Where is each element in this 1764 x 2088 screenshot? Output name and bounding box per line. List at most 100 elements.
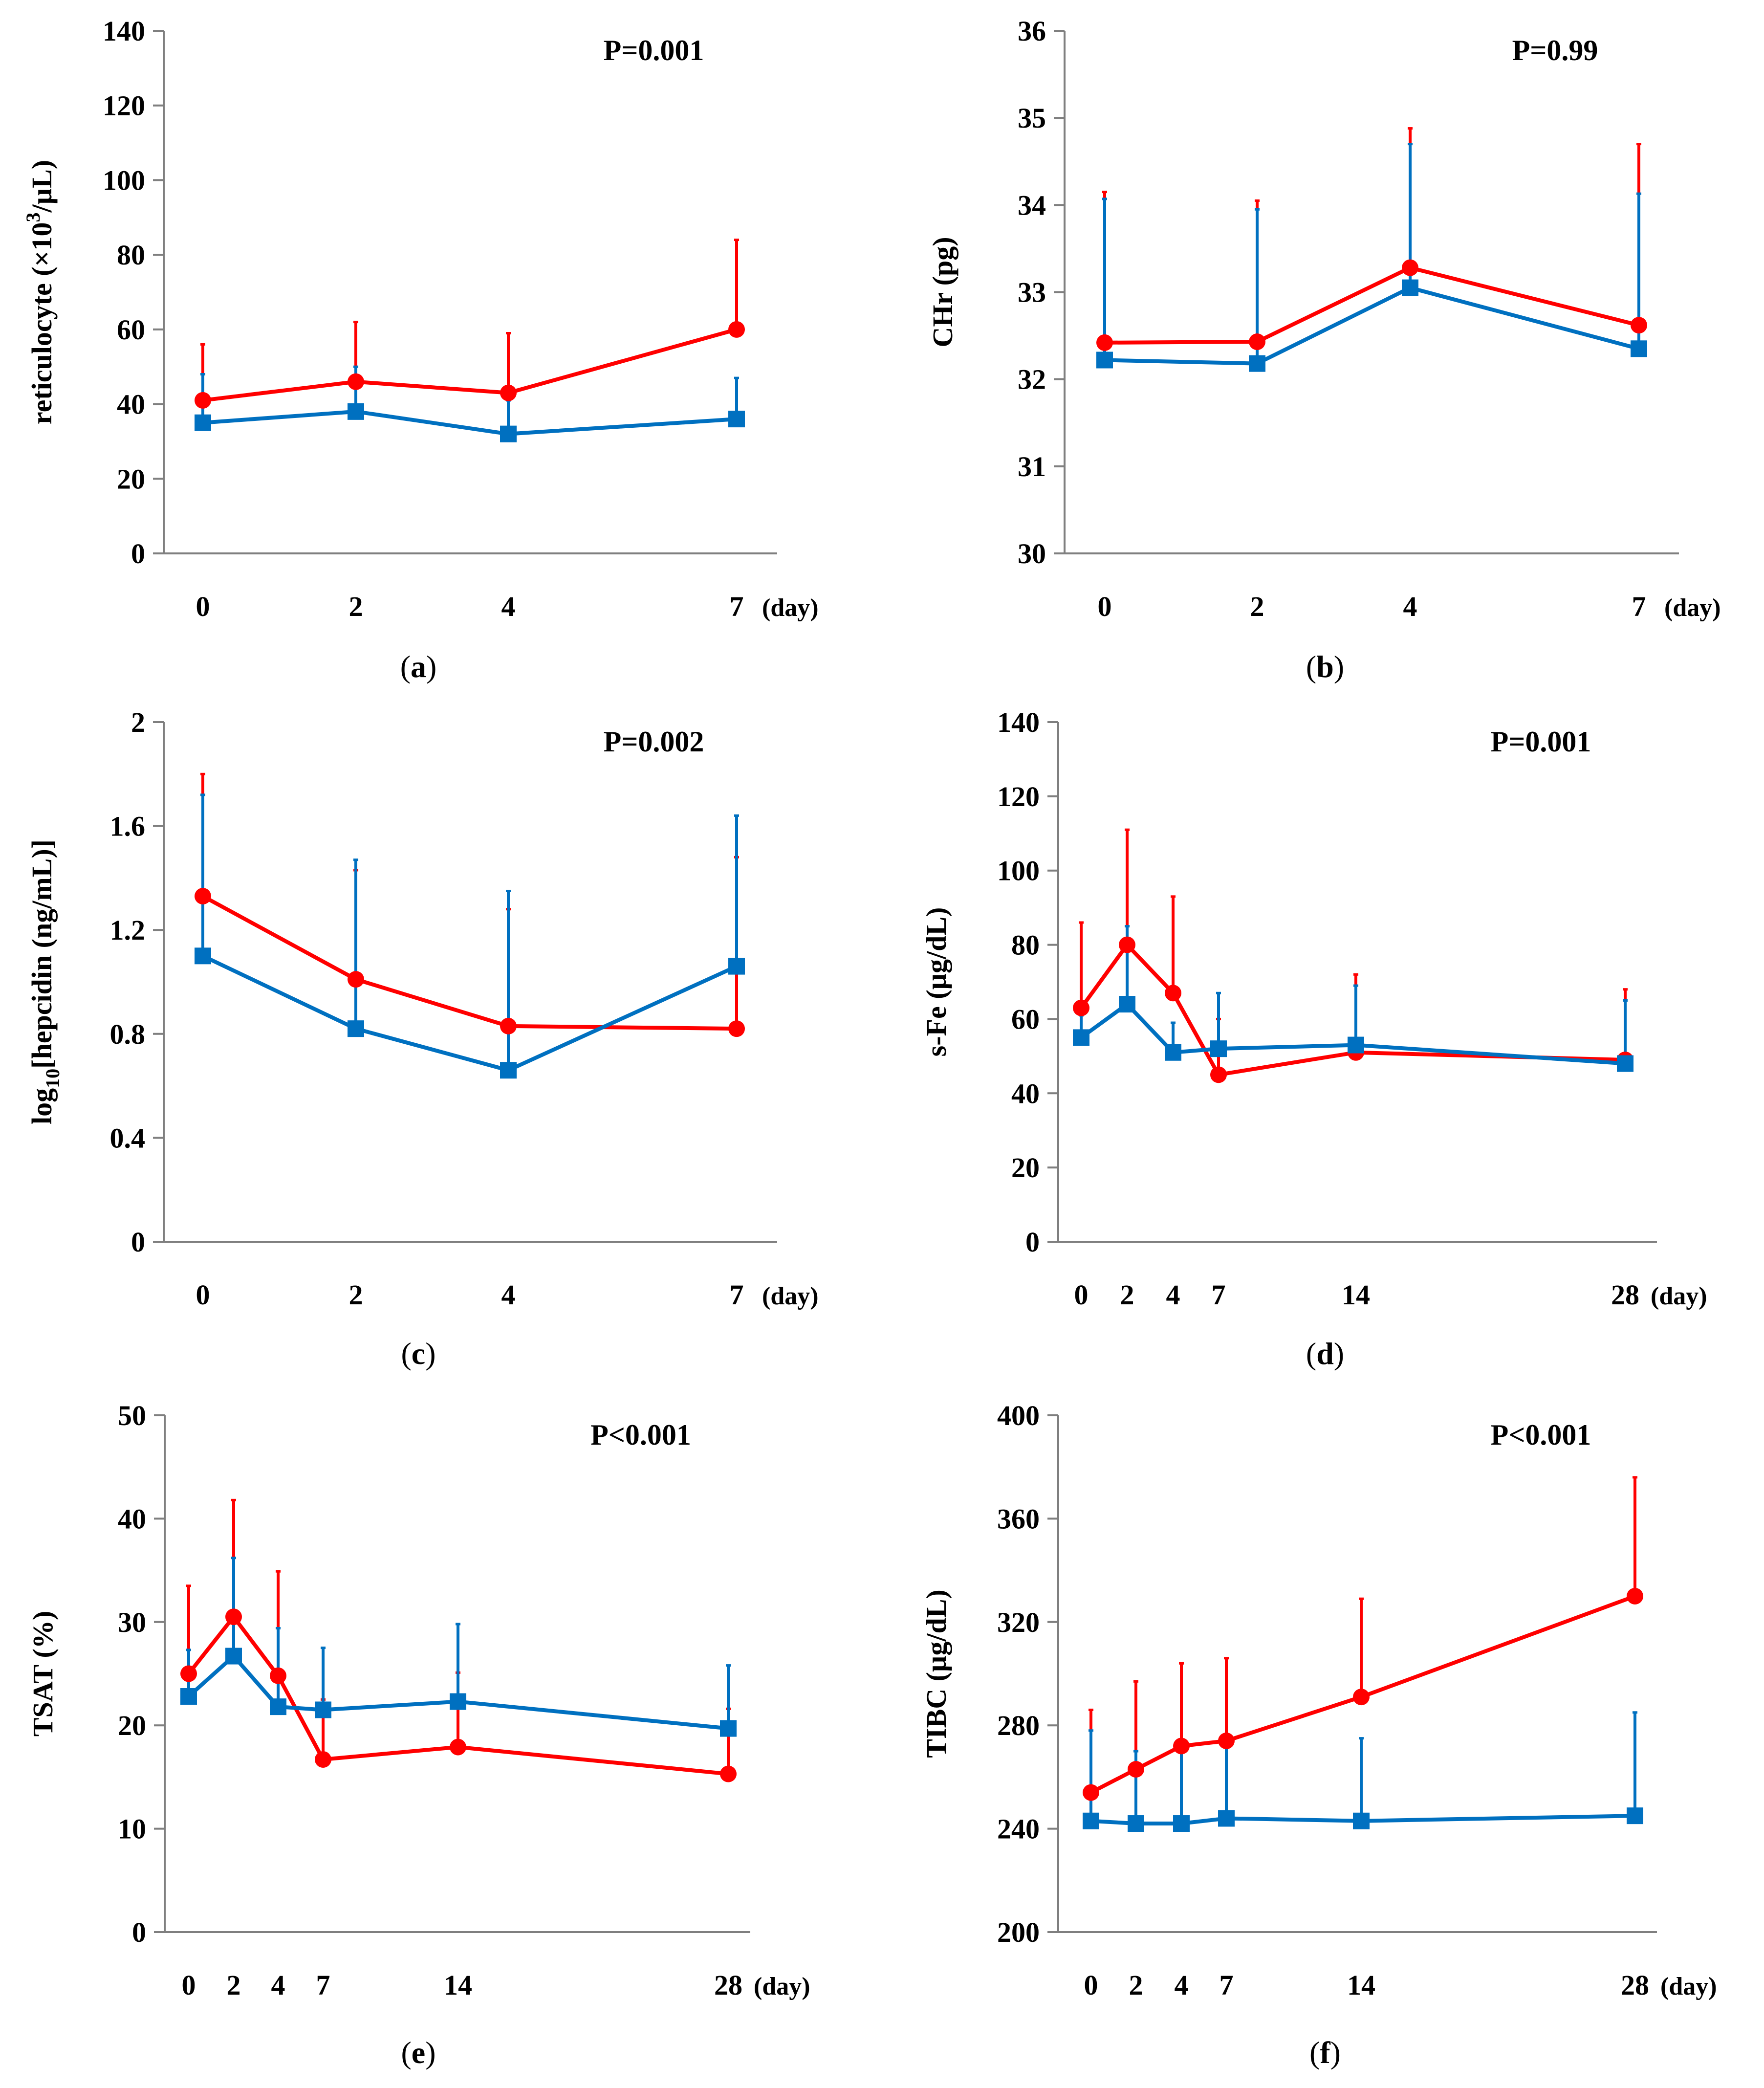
panel-caption-paren: ) bbox=[425, 2035, 436, 2070]
y-tick-label: 140 bbox=[997, 706, 1040, 738]
x-tick-label: 0 bbox=[196, 591, 210, 622]
x-axis-unit: (day) bbox=[1660, 1973, 1717, 2000]
data-point-blue bbox=[1617, 1055, 1633, 1072]
data-point-blue bbox=[1249, 355, 1265, 372]
panel-caption-letter: c bbox=[412, 1336, 425, 1371]
panel-caption-paren: ) bbox=[425, 1336, 436, 1371]
y-tick-label: 50 bbox=[118, 1400, 146, 1431]
y-tick-label: 100 bbox=[103, 164, 145, 196]
data-point-blue bbox=[195, 947, 211, 965]
chart-panel-f: 200 240 280 320 360 400 0 2 4 7 14 28 (day) P<0.001 TI… bbox=[920, 1400, 1717, 2070]
x-tick-label: 7 bbox=[730, 1279, 744, 1311]
y-tick-label: 20 bbox=[1011, 1152, 1040, 1184]
y-axis-label: s-Fe (µg/dL) bbox=[920, 907, 952, 1057]
data-point-red bbox=[315, 1751, 331, 1768]
data-point-blue bbox=[348, 1020, 364, 1037]
x-axis-unit: (day) bbox=[762, 1282, 819, 1310]
data-point-red bbox=[1627, 1587, 1643, 1604]
x-axis-unit: (day) bbox=[1651, 1282, 1707, 1310]
p-value-annotation: P=0.99 bbox=[1512, 34, 1598, 66]
panel-caption-paren: ( bbox=[1306, 649, 1316, 684]
data-point-red bbox=[1165, 985, 1181, 1002]
x-tick-label: 7 bbox=[1220, 1969, 1234, 2001]
x-tick-label: 0 bbox=[182, 1969, 196, 2001]
x-tick-label: 2 bbox=[1120, 1279, 1134, 1311]
data-point-red bbox=[270, 1667, 286, 1684]
data-point-blue bbox=[315, 1701, 331, 1718]
y-axis-label-text: reticulocyte (×10 bbox=[26, 222, 58, 424]
p-value-annotation: P=0.001 bbox=[604, 34, 704, 66]
x-tick-label: 4 bbox=[1175, 1969, 1189, 2001]
data-point-red bbox=[1249, 333, 1265, 351]
series-line-blue bbox=[1104, 286, 1640, 366]
series-line-blue bbox=[202, 954, 738, 1073]
y-axis-label-text: log bbox=[26, 1088, 58, 1124]
x-tick-label: 7 bbox=[1212, 1279, 1226, 1311]
data-point-blue bbox=[1128, 1815, 1144, 1832]
y-tick-label: 31 bbox=[1018, 451, 1046, 483]
data-point-red bbox=[1402, 259, 1418, 276]
y-tick-label: 40 bbox=[117, 389, 145, 420]
chart-panel-b: 30 31 32 33 34 35 36 0 2 4 7 (day) P=0.99 CHr (pg) (b) bbox=[927, 15, 1721, 684]
series-line-red bbox=[1090, 1594, 1636, 1795]
y-tick-label: 200 bbox=[997, 1916, 1040, 1948]
data-point-blue bbox=[1165, 1044, 1181, 1061]
data-point-red bbox=[720, 1765, 737, 1782]
data-point-red bbox=[500, 1017, 517, 1034]
series-line-red bbox=[202, 894, 737, 1031]
p-value-annotation: P=0.002 bbox=[604, 725, 704, 758]
panel-caption: (d) bbox=[1306, 1336, 1344, 1371]
y-tick-label: 32 bbox=[1018, 364, 1046, 396]
x-tick-label: 4 bbox=[501, 591, 516, 622]
data-point-red bbox=[1096, 334, 1113, 351]
y-axis-label: CHr (pg) bbox=[927, 237, 958, 347]
data-point-red bbox=[500, 384, 517, 401]
data-point-blue bbox=[728, 411, 745, 428]
panel-caption-paren: ( bbox=[1309, 2035, 1320, 2070]
data-point-red bbox=[1119, 936, 1135, 953]
x-axis-unit: (day) bbox=[1664, 594, 1721, 622]
data-point-red bbox=[348, 971, 364, 988]
x-tick-label: 0 bbox=[1074, 1279, 1089, 1311]
y-axis-label-subscript: 10 bbox=[42, 1069, 64, 1088]
data-point-red bbox=[728, 1020, 745, 1037]
y-tick-label: 320 bbox=[997, 1606, 1040, 1638]
panel-caption-letter: a bbox=[411, 649, 426, 684]
data-point-blue bbox=[500, 425, 517, 442]
y-axis-label-superscript: 3 bbox=[22, 212, 44, 222]
y-tick-label: 20 bbox=[117, 463, 145, 495]
chart-panel-c: 0 0.4 0.8 1.2 1.6 2 0 2 4 7 (day) P=0.002 log10[hepc… bbox=[26, 706, 819, 1371]
x-tick-label: 14 bbox=[1342, 1279, 1370, 1311]
y-tick-label: 0 bbox=[1025, 1226, 1040, 1258]
panel-caption: (f) bbox=[1309, 2035, 1341, 2070]
x-axis-unit: (day) bbox=[762, 594, 819, 622]
x-tick-label: 28 bbox=[1611, 1279, 1639, 1311]
y-tick-label: 36 bbox=[1018, 15, 1046, 47]
data-point-red bbox=[195, 392, 211, 409]
panel-caption-letter: b bbox=[1316, 649, 1334, 684]
y-tick-label: 33 bbox=[1018, 277, 1046, 308]
data-point-blue bbox=[500, 1062, 517, 1079]
p-value-annotation: P=0.001 bbox=[1491, 725, 1591, 758]
x-tick-label: 0 bbox=[1098, 591, 1112, 622]
panel-caption: (a) bbox=[400, 649, 437, 684]
x-tick-label: 0 bbox=[1084, 1969, 1098, 2001]
y-tick-label: 1.6 bbox=[110, 811, 146, 842]
x-tick-label: 2 bbox=[1129, 1969, 1143, 2001]
series-line-blue bbox=[202, 409, 737, 436]
panel-caption-letter: d bbox=[1316, 1336, 1334, 1371]
panel-caption-paren: ) bbox=[1334, 649, 1344, 684]
panel-caption-paren: ( bbox=[400, 649, 411, 684]
data-point-red bbox=[1083, 1784, 1099, 1801]
y-axis-label-text: [hepcidin (ng/mL)] bbox=[26, 839, 58, 1069]
x-tick-label: 4 bbox=[1166, 1279, 1180, 1311]
y-tick-label: 10 bbox=[118, 1813, 146, 1845]
y-tick-label: 2 bbox=[131, 706, 145, 738]
y-tick-label: 0.4 bbox=[110, 1122, 146, 1154]
x-tick-label: 7 bbox=[316, 1969, 330, 2001]
data-point-blue bbox=[1210, 1040, 1227, 1057]
data-point-red bbox=[1353, 1689, 1370, 1706]
y-tick-label: 30 bbox=[118, 1606, 146, 1638]
series-line-red bbox=[187, 1615, 729, 1776]
